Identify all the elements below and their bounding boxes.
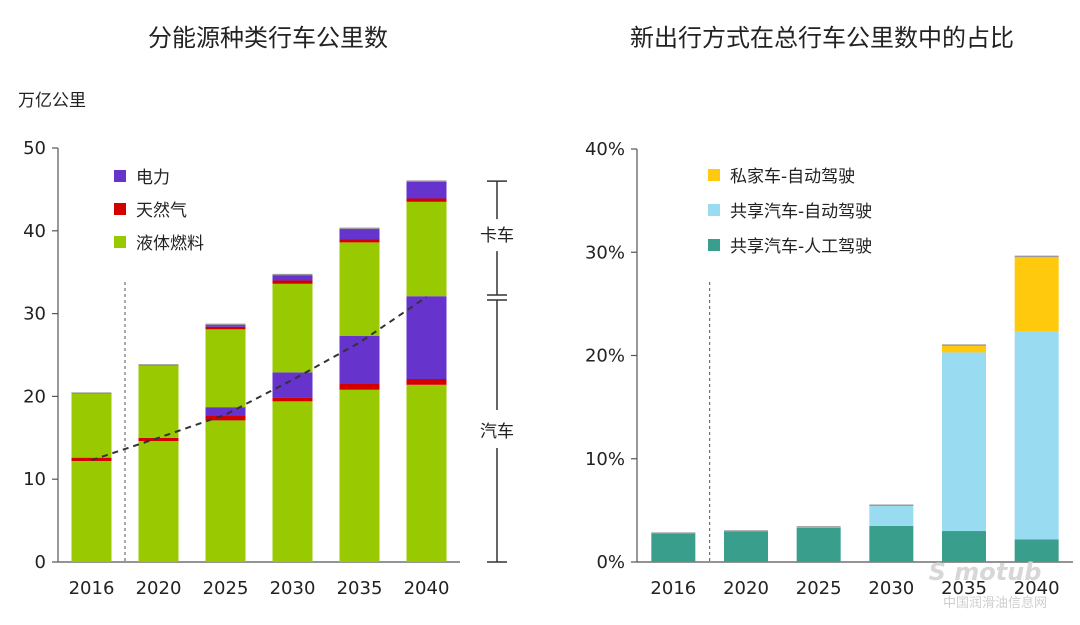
x-tick-label: 2040 (404, 578, 450, 599)
bar-segment (205, 407, 246, 416)
bar-segment (138, 437, 179, 442)
legend-swatch (114, 236, 126, 248)
bar-segment (942, 345, 986, 353)
bar-segment (1014, 539, 1059, 562)
bar-segment (71, 460, 112, 562)
watermark-site: 中国润滑油信息网 (943, 595, 1047, 611)
legend-swatch (708, 239, 720, 251)
x-tick-label: 2020 (136, 578, 182, 599)
legend-label: 共享汽车-人工驾驶 (730, 237, 872, 257)
x-tick-label: 2016 (69, 578, 115, 599)
right-chart-title: 新出行方式在总行车公里数中的占比 (630, 24, 1014, 52)
bar-segment (724, 531, 768, 562)
bar-segment (138, 441, 179, 562)
x-tick-label: 2020 (723, 578, 769, 599)
bar-segment (205, 329, 246, 408)
bar-segment (796, 527, 841, 562)
bar-segment (205, 420, 246, 562)
legend-label: 共享汽车-自动驾驶 (730, 202, 872, 222)
truck-side-label: 卡车 (480, 226, 514, 246)
bar-segment (272, 280, 313, 284)
bar-segment (339, 228, 380, 240)
bar-segment (942, 531, 986, 562)
legend-label: 电力 (136, 168, 170, 188)
bar-segment (205, 324, 246, 327)
x-tick-label: 2030 (868, 578, 914, 599)
bar-segment (339, 383, 380, 390)
y-tick-label: 0 (35, 552, 46, 573)
bar-segment (272, 283, 313, 373)
x-tick-label: 2035 (337, 578, 383, 599)
bar-segment (205, 415, 246, 421)
left-y-unit-label: 万亿公里 (18, 91, 86, 111)
x-tick-label: 2040 (1014, 578, 1060, 599)
y-tick-label: 30 (23, 304, 46, 325)
x-tick-label: 2016 (650, 578, 696, 599)
y-tick-label: 40% (585, 139, 625, 160)
bar-segment (869, 505, 914, 526)
legend-label: 液体燃料 (136, 234, 204, 254)
car-trend-line (91, 296, 428, 462)
bar-segment (138, 365, 179, 438)
bar-segment (272, 401, 313, 562)
y-tick-label: 20% (585, 346, 625, 367)
bar-segment (272, 372, 313, 398)
bar-segment (651, 533, 696, 562)
x-tick-label: 2025 (203, 578, 249, 599)
car-side-label: 汽车 (480, 422, 514, 442)
bar-segment (406, 198, 447, 202)
bar-segment (272, 397, 313, 402)
bar-segment (1014, 331, 1059, 540)
y-tick-label: 20 (23, 386, 46, 407)
bar-segment (1014, 256, 1059, 332)
right-chart: 0% 10% 20% 30% 40% 2016 2020 2025 2030 2035 2040 私家… (585, 139, 1073, 599)
bar-segment (942, 352, 986, 532)
x-tick-label: 2030 (270, 578, 316, 599)
bar-segment (339, 242, 380, 336)
bar-segment (406, 181, 447, 199)
bar-segment (406, 379, 447, 385)
watermark-logo: S motub (929, 558, 1042, 586)
bar-segment (406, 296, 447, 380)
bar-segment (272, 274, 313, 281)
bar-segment (339, 389, 380, 562)
bar-segment (869, 525, 914, 562)
y-tick-label: 10 (23, 469, 46, 490)
x-tick-label: 2035 (941, 578, 987, 599)
y-tick-label: 0% (596, 552, 625, 573)
y-tick-label: 50 (23, 138, 46, 159)
legend-label: 天然气 (136, 201, 187, 221)
bar-segment (406, 384, 447, 562)
bar-segment (406, 201, 447, 297)
bar-segment (71, 393, 112, 458)
y-tick-label: 40 (23, 221, 46, 242)
legend-swatch (708, 204, 720, 216)
y-tick-label: 10% (585, 449, 625, 470)
bar-segment (339, 335, 380, 384)
legend-swatch (708, 169, 720, 181)
legend-swatch (114, 170, 126, 182)
bar-segment (205, 326, 246, 330)
left-chart-title: 分能源种类行车公里数 (148, 24, 388, 52)
x-tick-label: 2025 (796, 578, 842, 599)
legend-label: 私家车-自动驾驶 (730, 167, 855, 187)
y-tick-label: 30% (585, 242, 625, 263)
bar-segment (339, 239, 380, 243)
legend-swatch (114, 203, 126, 215)
